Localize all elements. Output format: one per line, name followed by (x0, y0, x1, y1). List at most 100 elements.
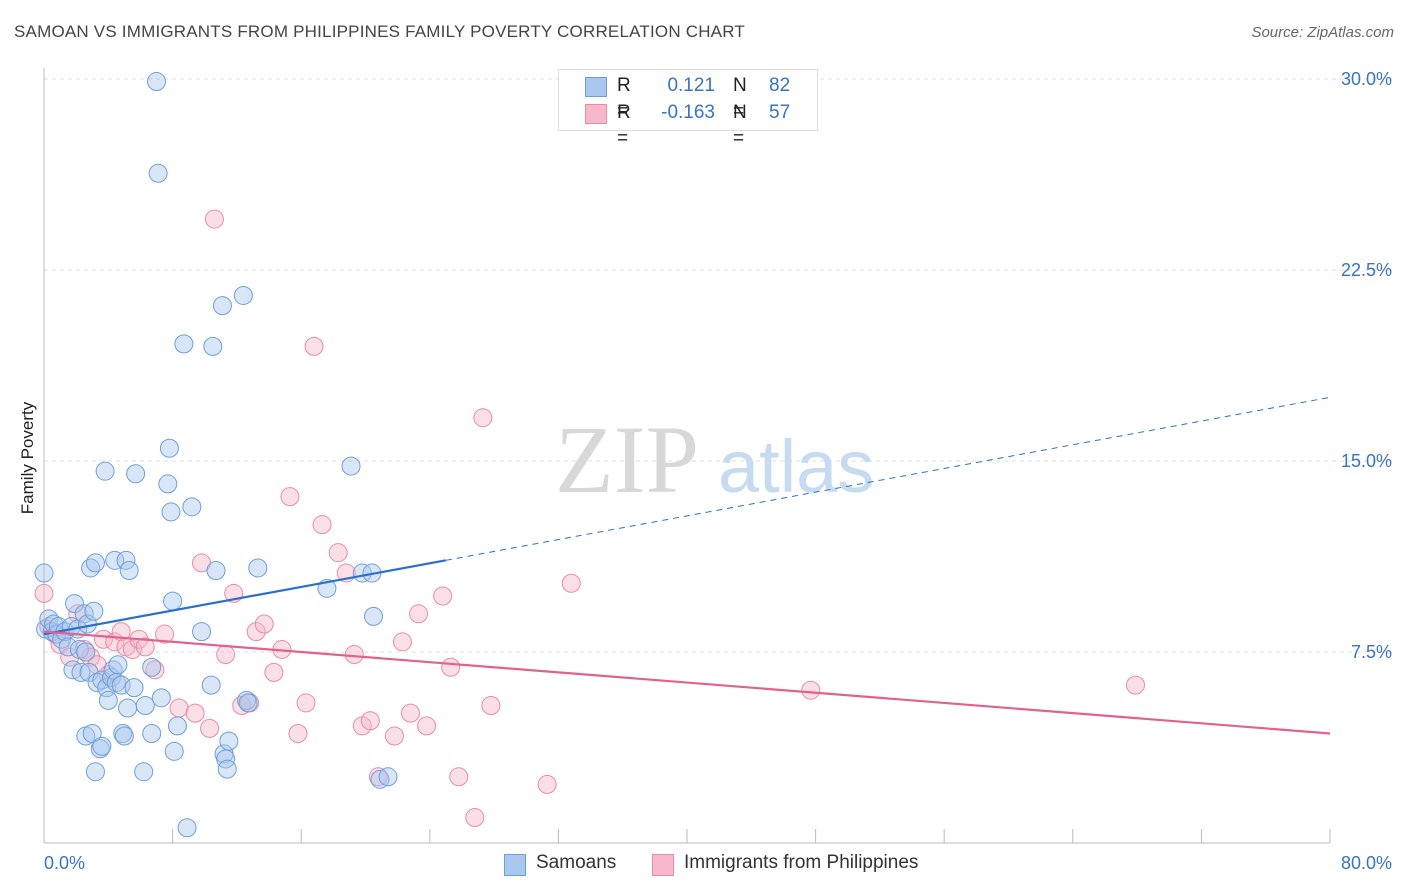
data-point-philippines (68, 604, 88, 624)
data-point-philippines (254, 614, 274, 634)
data-point-samoans (151, 688, 171, 708)
data-point-philippines (481, 695, 501, 715)
stats-swatch-pink (585, 104, 607, 124)
data-point-samoans (238, 693, 258, 713)
trend-line-philippines (43, 630, 1331, 735)
data-point-samoans (76, 642, 96, 662)
data-point-samoans (158, 474, 178, 494)
data-point-philippines (296, 693, 316, 713)
trend-line-samoans (43, 559, 447, 636)
data-point-samoans (341, 456, 361, 476)
data-point-philippines (155, 624, 175, 644)
data-point-samoans (105, 550, 125, 570)
watermark-zip: ZIP (555, 406, 699, 513)
data-point-samoans (370, 769, 390, 789)
data-point-samoans (233, 285, 253, 305)
y-tick-label: 22.5% (1341, 260, 1392, 280)
data-point-philippines (384, 726, 404, 746)
data-point-philippines (360, 711, 380, 731)
data-point-samoans (203, 336, 223, 356)
data-point-philippines (264, 662, 284, 682)
data-point-philippines (93, 629, 113, 649)
data-point-philippines (1125, 675, 1145, 695)
data-point-samoans (135, 695, 155, 715)
n-label: N = (733, 75, 747, 122)
data-point-samoans (147, 72, 167, 92)
y-tick-label: 30.0% (1341, 69, 1392, 89)
data-point-samoans (364, 606, 384, 626)
data-point-samoans (65, 594, 85, 614)
gridlines (44, 78, 1392, 653)
axes (43, 68, 1331, 844)
data-point-samoans (164, 741, 184, 761)
n-value: 57 (769, 102, 791, 123)
data-point-samoans (63, 660, 83, 680)
data-point-philippines (328, 543, 348, 563)
data-point-philippines (417, 716, 437, 736)
data-point-philippines (433, 586, 453, 606)
data-point-samoans (84, 601, 104, 621)
data-point-philippines (401, 703, 421, 723)
data-point-samoans (219, 731, 239, 751)
stats-box: R = 0.121 N = 82 R = -0.163 N = 57 (558, 69, 818, 149)
legend-label: Immigrants from Philippines (684, 852, 919, 873)
data-point-samoans (201, 675, 221, 695)
r-value: 0.121 (667, 75, 715, 96)
data-point-samoans (82, 723, 102, 743)
data-point-samoans (34, 563, 54, 583)
data-point-philippines (204, 209, 224, 229)
data-point-philippines (441, 657, 461, 677)
data-point-philippines (200, 718, 220, 738)
data-point-samoans (87, 673, 107, 693)
data-point-samoans (95, 461, 115, 481)
data-point-samoans (212, 296, 232, 316)
data-point-samoans (71, 662, 91, 682)
data-point-philippines (185, 703, 205, 723)
data-point-samoans (192, 622, 212, 642)
data-point-samoans (119, 561, 139, 581)
data-point-samoans (116, 550, 136, 570)
n-label: N = (733, 102, 747, 149)
data-point-philippines (392, 632, 412, 652)
data-point-philippines (135, 637, 155, 657)
data-point-philippines (561, 573, 581, 593)
data-point-samoans (159, 438, 179, 458)
data-point-philippines (304, 336, 324, 356)
x-tick-label: 0.0% (44, 853, 85, 873)
data-point-samoans (126, 464, 146, 484)
series-philippines (34, 209, 1145, 828)
data-point-samoans (163, 591, 183, 611)
data-point-philippines (537, 774, 557, 794)
series-samoans (34, 72, 398, 838)
r-label: R = (617, 75, 631, 122)
data-point-philippines (246, 622, 266, 642)
data-point-philippines (449, 767, 469, 787)
data-point-samoans (142, 657, 162, 677)
data-point-samoans (217, 759, 237, 779)
data-point-philippines (111, 622, 131, 642)
r-label: R = (617, 102, 631, 149)
source-label: Source: ZipAtlas.com (1251, 24, 1394, 41)
data-point-samoans (118, 698, 138, 718)
data-point-samoans (85, 762, 105, 782)
data-point-samoans (177, 818, 197, 838)
legend-swatch-blue (504, 854, 526, 876)
data-point-philippines (801, 680, 821, 700)
data-point-philippines (312, 515, 332, 535)
data-point-philippines (288, 723, 308, 743)
data-point-philippines (216, 645, 236, 665)
y-tick-label: 15.0% (1341, 451, 1392, 471)
watermark-atlas: atlas (718, 425, 874, 508)
data-point-samoans (58, 637, 78, 657)
data-point-samoans (134, 762, 154, 782)
trend-lines (43, 396, 1331, 735)
data-point-samoans (148, 163, 168, 183)
legend-label: Samoans (536, 852, 617, 873)
data-point-samoans (142, 723, 162, 743)
data-point-samoans (98, 690, 118, 710)
n-value: 82 (769, 75, 791, 96)
trend-line-samoans-extension (445, 396, 1331, 561)
data-point-samoans (182, 497, 202, 517)
data-point-samoans (92, 736, 112, 756)
legend-swatch-pink (652, 854, 674, 876)
